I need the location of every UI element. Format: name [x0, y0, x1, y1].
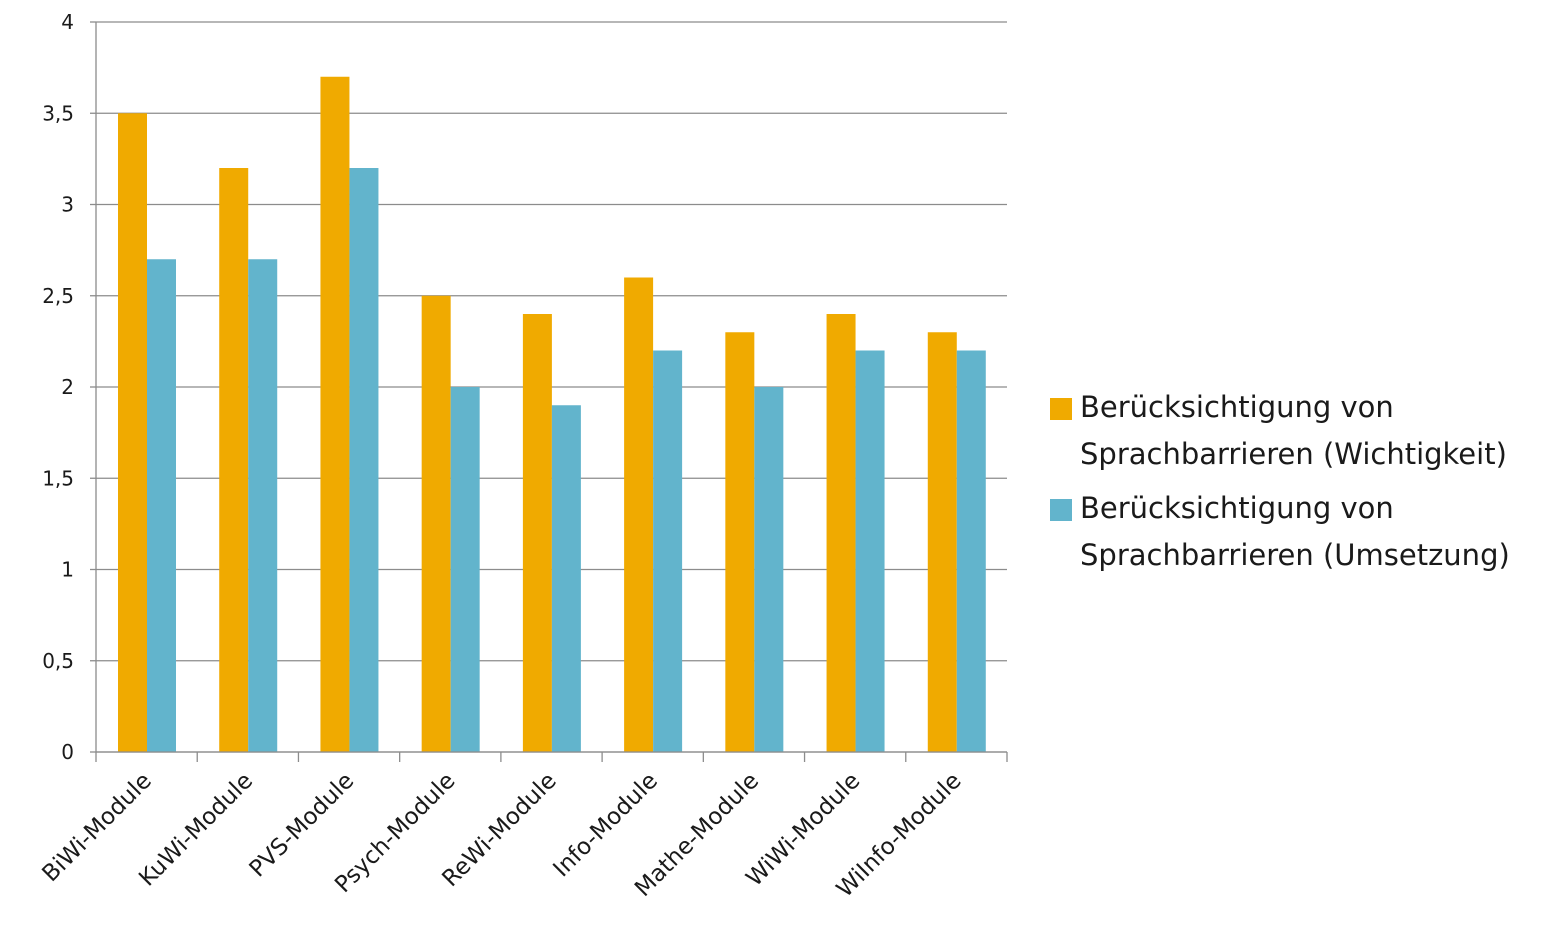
- bar-wichtigkeit: [320, 76, 350, 752]
- bar-wichtigkeit: [118, 113, 147, 752]
- y-tick-label: 2,5: [42, 284, 74, 308]
- y-tick-label: 4: [61, 10, 74, 34]
- y-tick-label: 3,5: [42, 101, 74, 125]
- bar-wichtigkeit: [927, 332, 957, 752]
- y-tick-label: 1: [61, 558, 74, 582]
- bar-wichtigkeit: [725, 332, 755, 752]
- bar-umsetzung: [855, 350, 885, 752]
- legend: Berücksichtigung von Sprachbarrieren (Wi…: [1050, 384, 1550, 586]
- bar-umsetzung: [754, 387, 784, 752]
- bar-wichtigkeit: [522, 314, 552, 752]
- legend-item-wichtigkeit: Berücksichtigung von Sprachbarrieren (Wi…: [1050, 384, 1550, 478]
- bar-wichtigkeit: [826, 314, 856, 752]
- x-category-label: Info-Module: [548, 768, 662, 882]
- x-category-label: PVS-Module: [245, 768, 360, 883]
- bar-umsetzung: [248, 259, 278, 752]
- bar-umsetzung: [956, 350, 986, 752]
- bar-umsetzung: [551, 405, 581, 752]
- legend-swatch-umsetzung: [1050, 499, 1072, 521]
- legend-label-wichtigkeit: Berücksichtigung von Sprachbarrieren (Wi…: [1080, 390, 1507, 471]
- bar-wichtigkeit: [421, 295, 451, 752]
- legend-swatch-wichtigkeit: [1050, 398, 1072, 420]
- bar-wichtigkeit: [624, 277, 654, 752]
- bar-umsetzung: [653, 350, 683, 752]
- bar-wichtigkeit: [219, 168, 249, 752]
- axes: [90, 21, 1008, 762]
- bars: [118, 76, 986, 752]
- y-tick-label: 0,5: [42, 649, 74, 673]
- y-tick-label: 3: [61, 193, 74, 217]
- legend-item-umsetzung: Berücksichtigung von Sprachbarrieren (Um…: [1050, 485, 1550, 579]
- bar-umsetzung: [349, 168, 379, 752]
- bar-umsetzung: [450, 387, 480, 752]
- legend-label-umsetzung: Berücksichtigung von Sprachbarrieren (Um…: [1080, 491, 1510, 572]
- bar-umsetzung: [147, 259, 176, 752]
- y-tick-label: 2: [61, 375, 74, 399]
- y-tick-label: 0: [61, 740, 74, 764]
- y-tick-label: 1,5: [42, 466, 74, 490]
